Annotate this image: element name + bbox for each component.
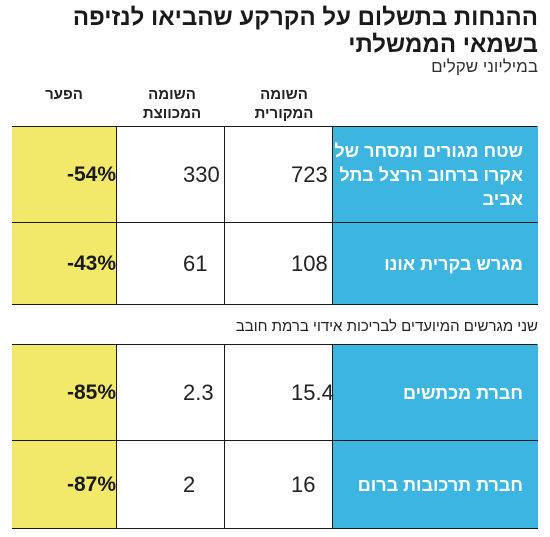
original-value-cell: 16 xyxy=(224,440,333,529)
gap-cell: -43% xyxy=(12,222,117,305)
original-value-cell: 108 xyxy=(224,222,333,305)
original-value-cell: 15.4 xyxy=(224,344,334,441)
reduced-value-cell: 330 xyxy=(116,126,225,223)
column-header-original: השומה המקורית xyxy=(254,86,314,122)
column-header-reduced: השומה המכווצת xyxy=(142,86,202,122)
row-label-cell: חברת תרכובות ברום xyxy=(332,440,538,529)
row-label-cell: מגרש בקרית אונו xyxy=(332,222,538,305)
section-label: שני מגרשים המיועדים לבריכות אידוי ברמת ח… xyxy=(235,318,538,335)
table-row: -54% 330 723 שטח מגורים ומסחר של אקרו בר… xyxy=(12,126,538,223)
chart-subtitle: במיליוני שקלים xyxy=(431,57,538,76)
gap-cell: -85% xyxy=(12,344,117,441)
chart-title: ההנחות בתשלום על הקרקע שהביאו לנזיפה בשמ… xyxy=(72,4,538,58)
gap-cell: -87% xyxy=(12,440,117,529)
table-group-1: -54% 330 723 שטח מגורים ומסחר של אקרו בר… xyxy=(12,126,538,305)
table-row: -87% 2 16 חברת תרכובות ברום xyxy=(12,440,538,529)
table-row: -85% 2.3 15.4 חברת מכתשים xyxy=(12,344,538,441)
original-value-cell: 723 xyxy=(224,126,333,223)
table-group-2: -85% 2.3 15.4 חברת מכתשים -87% 2 16 חברת… xyxy=(12,344,538,529)
row-label-cell: שטח מגורים ומסחר של אקרו ברחוב הרצל בתל … xyxy=(332,126,538,223)
row-label-cell: חברת מכתשים xyxy=(332,344,538,441)
reduced-value-cell: 61 xyxy=(116,222,225,305)
column-header-gap: הפער xyxy=(45,86,83,103)
reduced-value-cell: 2 xyxy=(116,440,225,529)
gap-cell: -54% xyxy=(12,126,117,223)
reduced-value-cell: 2.3 xyxy=(116,344,225,441)
table-row: -43% 61 108 מגרש בקרית אונו xyxy=(12,222,538,305)
